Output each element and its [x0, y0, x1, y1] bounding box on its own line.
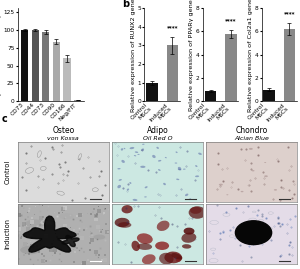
Ellipse shape [117, 168, 121, 169]
Bar [32, 30, 39, 101]
Ellipse shape [117, 185, 121, 188]
Ellipse shape [129, 182, 131, 184]
Ellipse shape [122, 205, 133, 213]
Ellipse shape [118, 222, 131, 228]
Ellipse shape [142, 144, 145, 145]
Ellipse shape [176, 256, 182, 262]
Ellipse shape [137, 154, 140, 155]
Bar [21, 30, 28, 101]
Ellipse shape [171, 253, 182, 260]
Text: ****: **** [284, 11, 295, 16]
Ellipse shape [184, 228, 194, 235]
Ellipse shape [142, 254, 156, 264]
Ellipse shape [182, 233, 196, 243]
Ellipse shape [175, 162, 177, 164]
Polygon shape [62, 235, 79, 247]
Ellipse shape [176, 179, 179, 180]
Ellipse shape [158, 160, 161, 162]
Ellipse shape [20, 246, 40, 254]
Ellipse shape [219, 184, 223, 186]
Ellipse shape [252, 170, 254, 171]
Bar [146, 83, 158, 101]
Ellipse shape [165, 157, 167, 158]
Ellipse shape [274, 189, 277, 191]
Ellipse shape [176, 151, 178, 153]
Ellipse shape [93, 235, 105, 240]
Ellipse shape [156, 147, 159, 149]
Ellipse shape [137, 233, 153, 244]
Text: Oil Red O: Oil Red O [143, 136, 172, 141]
Y-axis label: Relative expression of PPARγ gene: Relative expression of PPARγ gene [189, 0, 194, 111]
Y-axis label: Relative expression of RUNX2 gene: Relative expression of RUNX2 gene [131, 0, 136, 112]
Ellipse shape [264, 175, 268, 177]
Y-axis label: Expression of CD markers, %: Expression of CD markers, % [0, 6, 2, 103]
Bar [205, 91, 217, 101]
Ellipse shape [115, 218, 130, 227]
Text: Chondro: Chondro [236, 126, 268, 134]
Ellipse shape [178, 167, 181, 170]
Ellipse shape [189, 206, 206, 219]
Bar [263, 90, 275, 101]
Y-axis label: Relative expression of Col2a1 gene: Relative expression of Col2a1 gene [248, 0, 253, 112]
Ellipse shape [140, 166, 145, 168]
Text: Control: Control [5, 160, 11, 184]
Ellipse shape [25, 220, 45, 228]
Ellipse shape [158, 169, 161, 171]
Ellipse shape [124, 148, 125, 149]
Ellipse shape [195, 165, 197, 167]
Bar [225, 34, 237, 101]
Ellipse shape [157, 221, 169, 231]
Ellipse shape [133, 199, 137, 201]
Text: b: b [122, 0, 130, 9]
Text: ****: **** [167, 26, 178, 30]
Ellipse shape [118, 179, 122, 181]
Ellipse shape [178, 169, 181, 170]
Ellipse shape [127, 189, 129, 191]
Ellipse shape [122, 160, 125, 163]
Text: Alcian Blue: Alcian Blue [234, 136, 269, 141]
Ellipse shape [241, 191, 244, 192]
Ellipse shape [163, 183, 166, 185]
Text: Osteo: Osteo [52, 126, 74, 134]
Ellipse shape [249, 148, 253, 150]
Ellipse shape [135, 151, 138, 153]
Ellipse shape [183, 169, 186, 170]
Text: ****: **** [225, 18, 237, 23]
Bar [64, 58, 71, 101]
Ellipse shape [189, 198, 191, 200]
Ellipse shape [185, 194, 188, 196]
Ellipse shape [137, 243, 152, 250]
Ellipse shape [226, 194, 228, 195]
Text: Adipo: Adipo [147, 126, 168, 134]
Ellipse shape [195, 175, 199, 177]
Ellipse shape [198, 153, 202, 155]
Bar [42, 32, 50, 101]
Ellipse shape [59, 213, 74, 219]
Ellipse shape [141, 148, 144, 151]
Ellipse shape [130, 147, 134, 149]
Bar [74, 100, 81, 101]
Bar [53, 42, 60, 101]
Ellipse shape [264, 162, 266, 163]
Bar [284, 29, 296, 101]
Ellipse shape [144, 196, 147, 197]
Ellipse shape [145, 186, 148, 188]
Ellipse shape [131, 241, 140, 251]
Ellipse shape [164, 252, 182, 263]
Ellipse shape [190, 207, 202, 214]
Circle shape [236, 221, 272, 245]
Text: c: c [2, 114, 7, 124]
Bar [167, 45, 178, 101]
Text: von Kossa: von Kossa [47, 136, 79, 141]
Ellipse shape [134, 155, 136, 156]
Ellipse shape [152, 155, 156, 158]
Ellipse shape [159, 253, 174, 264]
Ellipse shape [40, 220, 52, 225]
Ellipse shape [182, 244, 191, 249]
Polygon shape [23, 216, 76, 252]
Ellipse shape [121, 148, 123, 151]
Ellipse shape [155, 242, 169, 250]
Text: Induction: Induction [5, 218, 11, 249]
